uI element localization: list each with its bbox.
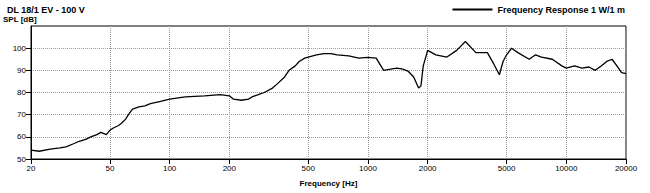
svg-text:100: 100 [163, 164, 177, 173]
svg-text:50: 50 [17, 155, 26, 164]
svg-text:SPL [dB]: SPL [dB] [3, 15, 37, 24]
svg-text:1000: 1000 [359, 164, 377, 173]
svg-text:5000: 5000 [498, 164, 516, 173]
svg-text:Frequency [Hz]: Frequency [Hz] [300, 179, 358, 188]
svg-text:90: 90 [17, 66, 26, 75]
svg-text:70: 70 [17, 110, 26, 119]
svg-text:20000: 20000 [615, 164, 638, 173]
svg-text:Frequency Response 1 W/1 m: Frequency Response 1 W/1 m [497, 5, 625, 15]
svg-text:60: 60 [17, 132, 26, 141]
svg-text:100: 100 [13, 44, 27, 53]
svg-text:80: 80 [17, 88, 26, 97]
svg-text:200: 200 [223, 164, 237, 173]
svg-text:DL 18/1 EV - 100 V: DL 18/1 EV - 100 V [7, 5, 85, 15]
svg-text:50: 50 [105, 164, 114, 173]
svg-text:20: 20 [27, 164, 36, 173]
svg-text:10000: 10000 [555, 164, 578, 173]
svg-text:2000: 2000 [419, 164, 437, 173]
svg-text:500: 500 [302, 164, 316, 173]
